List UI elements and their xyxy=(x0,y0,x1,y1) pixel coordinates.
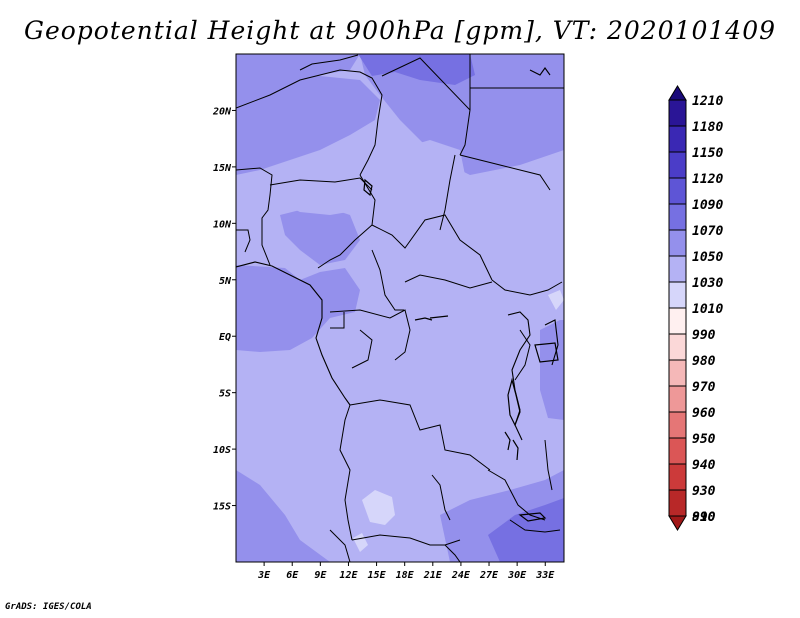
colorbar-swatch xyxy=(668,255,687,283)
lon-tick-label: 30E xyxy=(507,570,527,581)
lat-tick-label: EQ xyxy=(219,332,231,343)
colorbar-label: 980 xyxy=(692,354,716,369)
region-gulf-of-guinea xyxy=(236,265,360,352)
region-sahel-band xyxy=(236,74,380,175)
colorbar-swatch xyxy=(668,125,687,153)
colorbar-swatch xyxy=(668,489,687,517)
lakes xyxy=(363,178,559,522)
colorbar-swatch xyxy=(668,411,687,439)
colorbar-label: 960 xyxy=(692,406,716,421)
colorbar-swatch xyxy=(668,307,687,335)
lon-tick-label: 21E xyxy=(423,570,443,581)
colorbar-label: 1090 xyxy=(692,198,723,213)
region-central-low xyxy=(395,140,465,200)
lat-tick-label: 15S xyxy=(213,502,231,513)
colorbar-label: 1010 xyxy=(692,302,723,317)
colorbar-swatch xyxy=(668,463,687,491)
colorbar-label: 940 xyxy=(692,458,716,473)
colorbar-label: 1070 xyxy=(692,224,723,239)
colorbar-swatch xyxy=(668,437,687,465)
colorbar-swatch xyxy=(668,177,687,205)
colorbar-swatch xyxy=(668,385,687,413)
colorbar-label: 910 xyxy=(692,510,716,525)
lat-tick-label: 5S xyxy=(219,389,231,400)
lat-tick-label: 10N xyxy=(213,219,232,230)
colorbar-label: 930 xyxy=(692,484,716,499)
region-nigeria-blob xyxy=(280,205,360,265)
colorbar-swatch xyxy=(668,281,687,309)
lat-tick-label: 20N xyxy=(212,106,232,117)
lon-tick-label: 9E xyxy=(314,570,327,581)
region-south-atlantic xyxy=(236,470,330,562)
colorbar-arrow-bottom xyxy=(668,515,687,531)
lon-tick-label: 18E xyxy=(396,570,415,581)
lon-tick-label: 12E xyxy=(339,570,358,581)
colorbar-label: 950 xyxy=(692,432,716,447)
colorbar-swatch xyxy=(668,151,687,179)
lon-tick-label: 24E xyxy=(451,570,471,581)
colorbar-swatch xyxy=(668,333,687,361)
lon-tick-label: 27E xyxy=(479,570,499,581)
lon-axis: 3E 6E 9E 12E 15E 18E 21E 24E 27E 30E 33E xyxy=(257,562,555,581)
lon-tick-label: 15E xyxy=(368,570,387,581)
lat-tick-label: 10S xyxy=(213,445,231,456)
lat-axis: 20N 15N 10N 5N EQ 5S 10S 15S xyxy=(212,106,236,513)
colorbar-arrow-top xyxy=(668,85,687,101)
region-north-highs xyxy=(360,54,564,175)
colorbar-label: 1150 xyxy=(692,146,723,161)
colorbar-label: 1030 xyxy=(692,276,723,291)
lon-tick-label: 6E xyxy=(286,570,299,581)
grads-credit: GrADS: IGES/COLA xyxy=(5,602,92,612)
colorbar-label: 990 xyxy=(692,328,716,343)
region-angola-low xyxy=(362,490,395,525)
country-borders xyxy=(236,54,564,562)
lon-tick-label: 33E xyxy=(535,570,555,581)
colorbar-label: 890 xyxy=(692,510,716,525)
region-libya-chad-max xyxy=(358,54,475,85)
lon-tick-label: 3E xyxy=(257,570,271,581)
lat-tick-label: 5N xyxy=(219,276,232,287)
colorbar-label: 1210 xyxy=(692,94,723,109)
colorbar-swatch xyxy=(668,229,687,257)
colorbar-swatch xyxy=(668,203,687,231)
colorbar-label: 970 xyxy=(692,380,716,395)
map-frame xyxy=(235,53,565,563)
colorbar-swatch xyxy=(668,359,687,387)
lat-tick-label: 15N xyxy=(213,163,232,174)
colorbar-label: 1050 xyxy=(692,250,723,265)
colorbar-label: 1180 xyxy=(692,120,723,135)
map-title: Geopotential Height at 900hPa [gpm], VT:… xyxy=(23,16,777,45)
region-west-sahel xyxy=(236,54,360,95)
colorbar-swatch xyxy=(668,99,687,127)
region-kenya-low xyxy=(548,290,564,310)
colorbar-label: 1120 xyxy=(692,172,723,187)
colorbar: 1210 1180 1150 1120 1090 1070 1050 1030 1010 990 9… xyxy=(668,85,723,531)
